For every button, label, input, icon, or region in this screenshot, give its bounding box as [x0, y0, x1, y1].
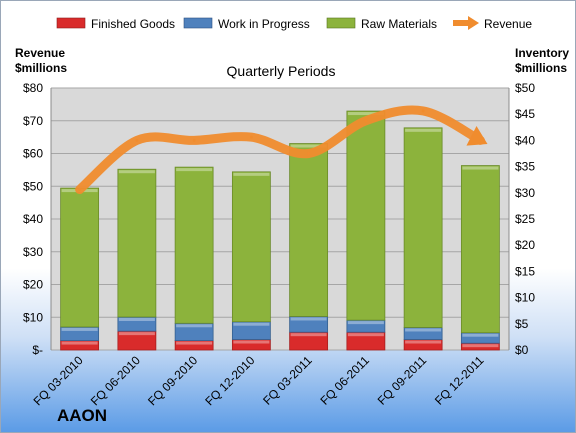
- left-axis-ticks: $- $10 $20 $30 $40 $50 $60 $70 $80: [23, 81, 43, 357]
- left-tick-label: $10: [23, 310, 43, 324]
- bar-highlight: [290, 317, 327, 321]
- bar-highlight: [290, 144, 327, 148]
- bar-series: [60, 110, 500, 351]
- left-tick-label: $80: [23, 81, 43, 95]
- bar-highlight: [118, 170, 155, 174]
- legend-swatch-work-in-progress: [183, 17, 213, 29]
- right-tick-label: $5: [515, 317, 529, 331]
- right-axis-title-line1: Inventory: [515, 46, 569, 60]
- x-tick-label: FQ 06-2010: [88, 353, 143, 408]
- right-tick-label: $40: [515, 133, 535, 147]
- bar-raw-materials: [403, 127, 443, 328]
- legend-label-finished-goods: Finished Goods: [91, 17, 175, 31]
- right-tick-label: $35: [515, 160, 535, 174]
- left-axis-title-line1: Revenue: [15, 46, 65, 60]
- bar-highlight: [118, 332, 155, 336]
- x-tick-label: FQ 12-2011: [432, 353, 487, 408]
- bar-highlight: [233, 340, 270, 344]
- bar-highlight: [233, 172, 270, 176]
- chart-title: Quarterly Periods: [227, 63, 336, 79]
- bar-raw-materials: [289, 143, 329, 317]
- bar-highlight: [405, 128, 442, 132]
- left-tick-label: $20: [23, 278, 43, 292]
- bar-raw-materials: [60, 187, 100, 328]
- x-axis-ticks: FQ 03-2010 FQ 06-2010 FQ 09-2010 FQ 12-2010…: [31, 353, 487, 408]
- left-tick-label: $70: [23, 114, 43, 128]
- bar-raw-materials: [117, 168, 157, 318]
- bar-highlight: [462, 166, 499, 170]
- bar-raw-materials: [174, 166, 214, 324]
- legend-swatch-raw-materials: [326, 17, 356, 29]
- left-tick-label: $40: [23, 212, 43, 226]
- right-tick-label: $50: [515, 81, 535, 95]
- x-tick-label: FQ 03-2010: [31, 353, 86, 408]
- bar-highlight: [176, 168, 213, 172]
- bar-highlight: [347, 112, 384, 116]
- bar-highlight: [61, 327, 98, 331]
- bar-highlight: [290, 333, 327, 337]
- bar-highlight: [347, 321, 384, 325]
- left-tick-label: $50: [23, 179, 43, 193]
- right-tick-label: $10: [515, 291, 535, 305]
- left-axis-title-line2: $millions: [15, 61, 67, 75]
- legend-arrow-revenue: [468, 16, 479, 30]
- right-axis-ticks: $0 $5 $10 $15 $20 $25 $30 $35 $40 $45 $50: [515, 81, 535, 357]
- right-tick-label: $30: [515, 186, 535, 200]
- bar-highlight: [233, 322, 270, 326]
- x-tick-label: FQ 06-2011: [317, 353, 372, 408]
- revenue-arrowhead: [466, 126, 488, 146]
- x-tick-label: FQ 09-2010: [145, 353, 200, 408]
- legend-swatch-finished-goods: [56, 17, 86, 29]
- revenue-point: [421, 109, 425, 113]
- bar-highlight: [176, 341, 213, 345]
- left-tick-label: $30: [23, 245, 43, 259]
- revenue-point: [307, 152, 311, 155]
- revenue-point: [135, 138, 139, 142]
- revenue-point: [78, 188, 82, 192]
- x-tick-label: FQ 03-2011: [260, 353, 315, 408]
- bar-raw-materials: [346, 110, 386, 321]
- bar-highlight: [405, 340, 442, 344]
- bar-highlight: [405, 328, 442, 332]
- left-tick-label: $60: [23, 147, 43, 161]
- company-name: AAON: [57, 406, 107, 425]
- revenue-line: [75, 105, 488, 195]
- revenue-point: [192, 138, 196, 142]
- revenue-point: [478, 138, 482, 142]
- bar-raw-materials: [460, 165, 500, 334]
- legend-label-work-in-progress: Work in Progress: [218, 17, 310, 31]
- right-tick-label: $45: [515, 107, 535, 121]
- x-tick-label: FQ 12-2010: [202, 353, 257, 408]
- bar-highlight: [61, 341, 98, 345]
- legend-label-revenue: Revenue: [484, 17, 532, 31]
- right-tick-label: $15: [515, 264, 535, 278]
- legend-label-raw-materials: Raw Materials: [361, 17, 437, 31]
- revenue-point: [364, 119, 368, 123]
- bar-highlight: [462, 333, 499, 337]
- bar-highlight: [118, 317, 155, 321]
- bar-highlight: [462, 344, 499, 348]
- revenue-point: [249, 135, 253, 139]
- x-tick-label: FQ 09-2011: [375, 353, 430, 408]
- bar-highlight: [347, 333, 384, 337]
- right-tick-label: $25: [515, 212, 535, 226]
- bar-raw-materials: [231, 171, 271, 323]
- right-tick-label: $20: [515, 238, 535, 252]
- right-axis-title-line2: $millions: [515, 61, 567, 75]
- right-tick-label: $0: [515, 343, 529, 357]
- bar-highlight: [176, 324, 213, 328]
- left-tick-label: $-: [32, 343, 43, 357]
- legend: Finished Goods Work in Progress Raw Mate…: [56, 16, 532, 31]
